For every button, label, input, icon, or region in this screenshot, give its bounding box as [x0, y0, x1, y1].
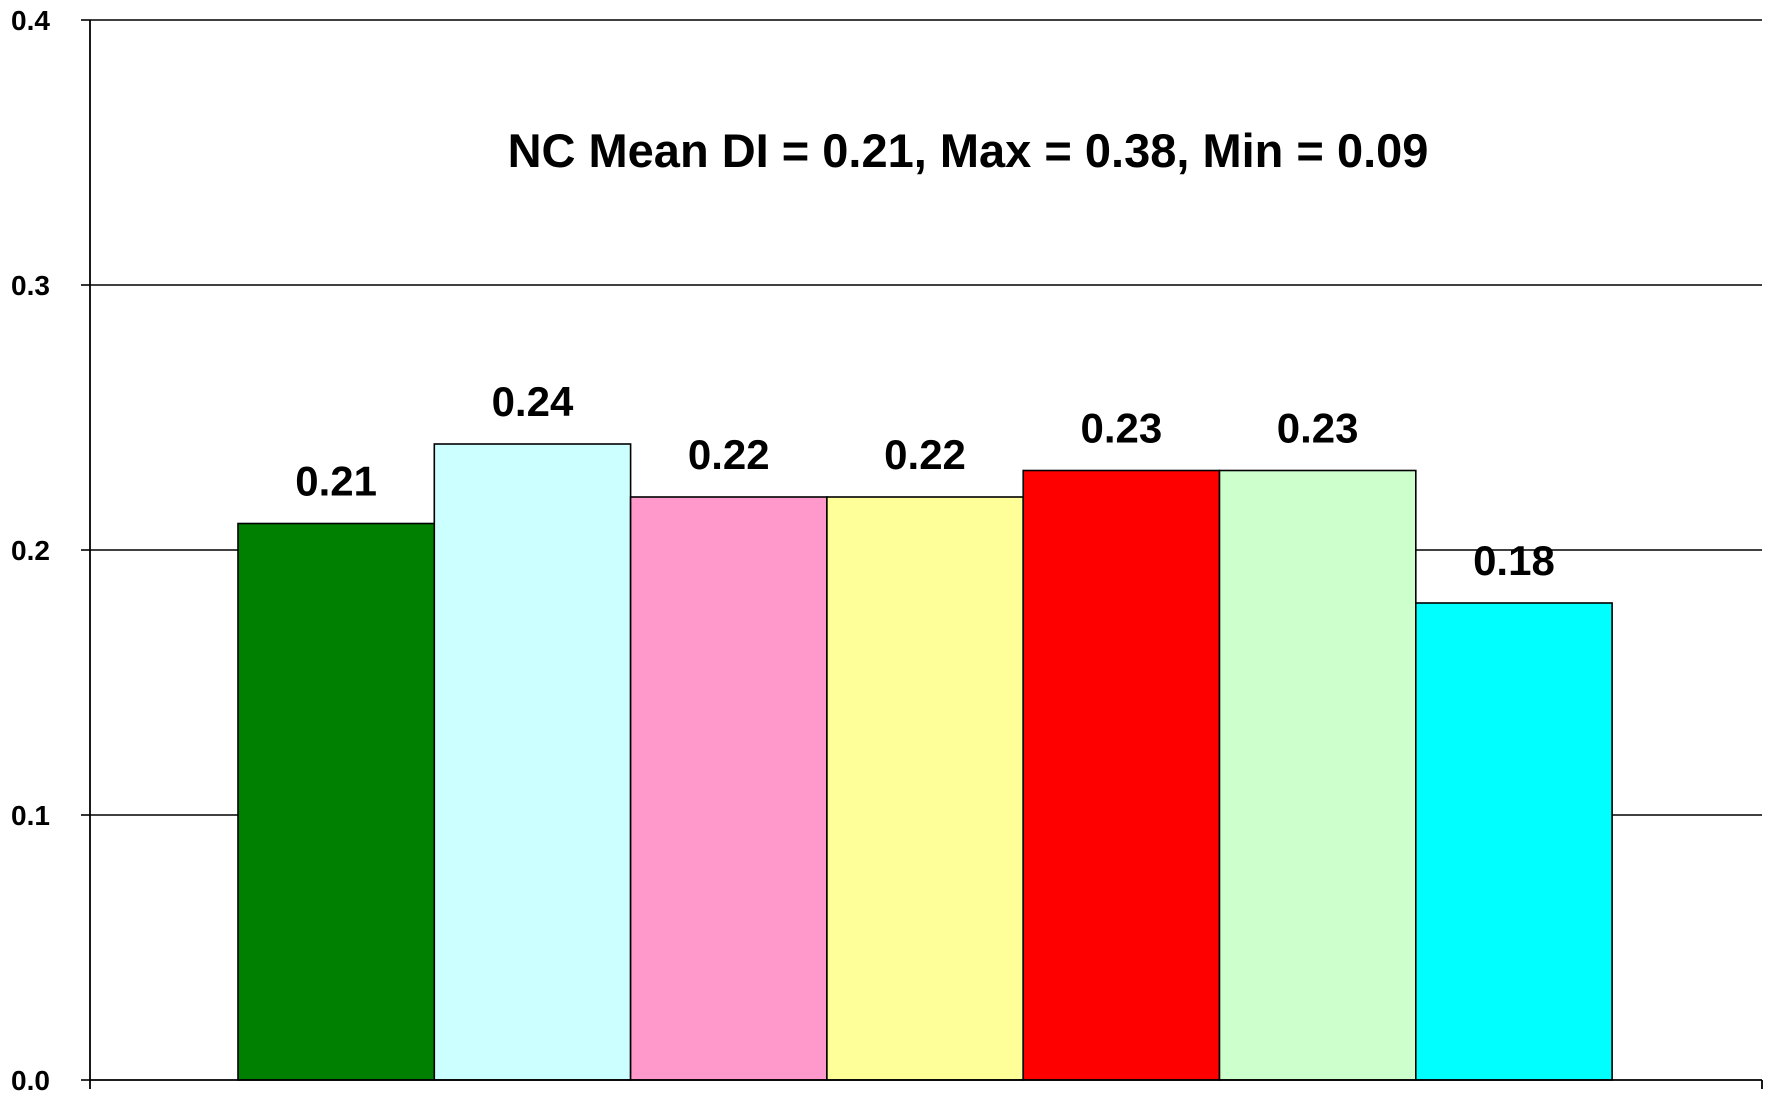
y-axis-tick-labels: 0.0 0.1 0.2 0.3 0.4	[11, 5, 50, 1095]
data-label: 0.24	[492, 378, 574, 425]
bar	[237, 522, 436, 1081]
axes	[81, 19, 1763, 1089]
data-label: 0.22	[688, 431, 770, 478]
y-tick-label: 0.0	[11, 1065, 50, 1095]
y-tick-label: 0.3	[11, 270, 50, 301]
y-tick-label: 0.2	[11, 535, 50, 566]
bars	[237, 443, 1613, 1081]
bar	[826, 496, 1025, 1081]
data-label: 0.23	[1277, 405, 1359, 452]
bar	[433, 443, 632, 1081]
data-labels: 0.21 0.24 0.22 0.22 0.23 0.23 0.18	[295, 378, 1555, 584]
data-label: 0.22	[884, 431, 966, 478]
data-label: 0.18	[1473, 537, 1555, 584]
y-tick-label: 0.4	[11, 5, 50, 36]
data-label: 0.21	[295, 458, 377, 505]
bar	[1218, 469, 1417, 1081]
y-tick-label: 0.1	[11, 800, 50, 831]
bar	[629, 496, 828, 1081]
bar	[1415, 602, 1613, 1081]
data-label: 0.23	[1080, 405, 1162, 452]
chart-annotation: NC Mean DI = 0.21, Max = 0.38, Min = 0.0…	[508, 124, 1429, 177]
bar	[1022, 469, 1221, 1081]
